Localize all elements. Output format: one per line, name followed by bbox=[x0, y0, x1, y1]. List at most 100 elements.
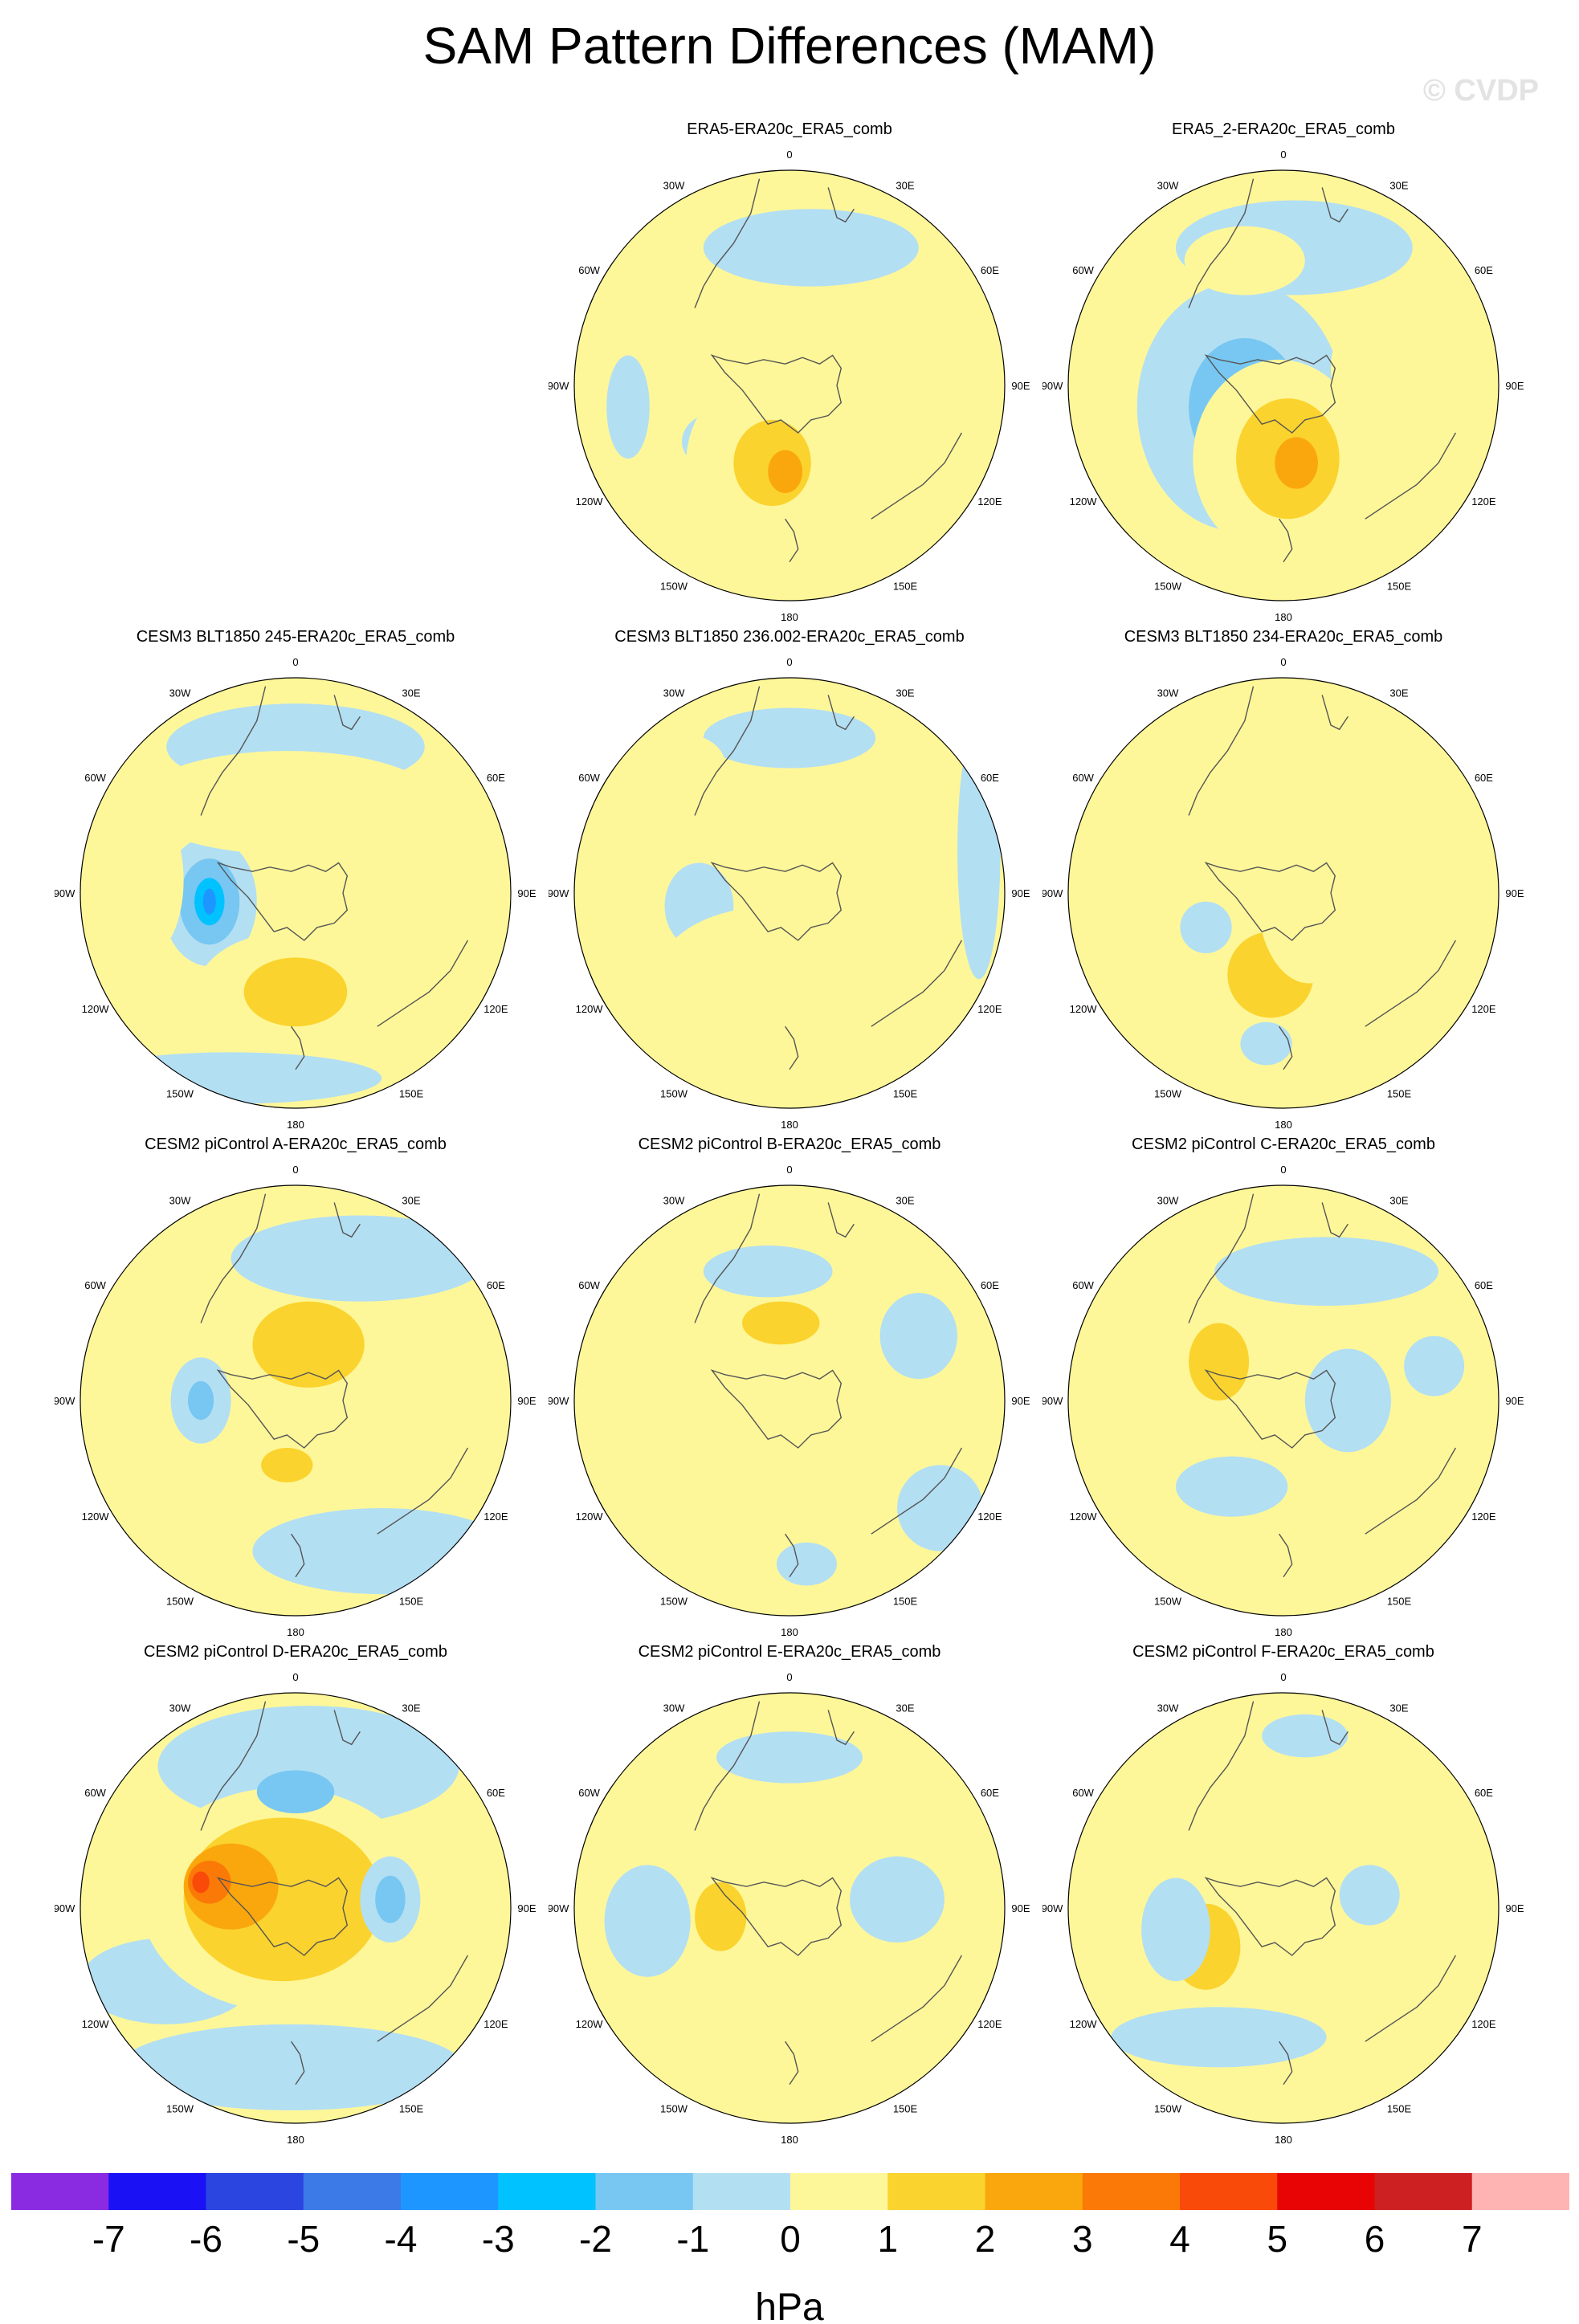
watermark: © CVDP bbox=[1422, 74, 1539, 108]
longitude-label: 120W bbox=[1070, 1511, 1098, 1523]
negative-anomaly-contour bbox=[776, 1542, 837, 1586]
coastline-new-zealand bbox=[785, 1025, 799, 1070]
colorbar-swatch bbox=[303, 2173, 402, 2210]
coastline-south-america bbox=[694, 1701, 761, 1831]
map-boundary bbox=[573, 169, 1006, 601]
longitude-label: 180 bbox=[1275, 1626, 1292, 1638]
longitude-label: 30W bbox=[1157, 687, 1179, 699]
positive-anomaly-contour bbox=[1304, 1908, 1391, 1986]
colorbar-swatch bbox=[985, 2173, 1083, 2210]
panel-era5: ERA5-ERA20c_ERA5_comb 0 30E 60E 90E 120E 150E… bbox=[549, 120, 1030, 642]
coastline-australia bbox=[1365, 1447, 1457, 1535]
longitude-label: 120E bbox=[483, 1003, 508, 1015]
positive-anomaly-contour bbox=[192, 1871, 210, 1894]
coastline-antarctica bbox=[1204, 354, 1336, 434]
panel-title: CESM2 piControl A-ERA20c_ERA5_comb bbox=[145, 1135, 447, 1153]
positive-anomaly-contour bbox=[1184, 226, 1305, 296]
longitude-label: 0 bbox=[1280, 1671, 1286, 1683]
positive-anomaly-contour bbox=[768, 450, 803, 493]
positive-anomaly-contour bbox=[261, 1447, 313, 1482]
map-boundary bbox=[1067, 169, 1499, 601]
colorbar-swatch bbox=[1180, 2173, 1278, 2210]
longitude-label: 150W bbox=[660, 580, 688, 592]
longitude-label: 120W bbox=[82, 1003, 110, 1015]
negative-anomaly-contour bbox=[1180, 901, 1232, 954]
longitude-label: 120W bbox=[576, 1003, 604, 1015]
coastline-australia bbox=[1365, 1955, 1457, 2042]
longitude-label: 180 bbox=[287, 1119, 304, 1131]
longitude-label: 30E bbox=[402, 1195, 420, 1207]
coastline-africa bbox=[827, 1710, 855, 1746]
negative-anomaly-contour bbox=[879, 1293, 958, 1380]
longitude-label: 150E bbox=[399, 1087, 424, 1099]
longitude-label: 60W bbox=[1072, 1279, 1094, 1291]
negative-anomaly-contour bbox=[1339, 1865, 1400, 1926]
longitude-label: 120E bbox=[1471, 1511, 1496, 1523]
panel-title: CESM3 BLT1850 245-ERA20c_ERA5_comb bbox=[136, 628, 455, 646]
longitude-label: 30W bbox=[1157, 1195, 1179, 1207]
longitude-label: 90E bbox=[517, 1395, 536, 1407]
longitude-label: 60W bbox=[84, 772, 106, 784]
positive-anomaly-contour bbox=[815, 764, 893, 893]
panel-title: CESM3 BLT1850 234-ERA20c_ERA5_comb bbox=[1124, 628, 1443, 646]
coastline-africa bbox=[333, 1202, 361, 1238]
polar-map: 0 30E 60E 90E 120E 150E 180 150W 120W 90W 60W 30W bbox=[549, 1164, 1030, 1638]
longitude-label: 30E bbox=[1389, 1702, 1408, 1714]
colorbar-tick-label: 1 bbox=[878, 2218, 899, 2260]
longitude-label: 30E bbox=[402, 1702, 420, 1714]
longitude-label: 0 bbox=[1280, 149, 1286, 161]
longitude-label: 0 bbox=[292, 1164, 298, 1176]
longitude-label: 150W bbox=[660, 2102, 688, 2114]
panel-title: ERA5_2-ERA20c_ERA5_comb bbox=[1172, 120, 1395, 138]
colorbar-tick-label: 5 bbox=[1267, 2218, 1288, 2260]
coastline-australia bbox=[1365, 432, 1457, 520]
longitude-label: 150E bbox=[1387, 1087, 1412, 1099]
longitude-label: 60E bbox=[1475, 1787, 1493, 1799]
positive-anomaly-contour bbox=[823, 342, 902, 446]
longitude-label: 120E bbox=[977, 2018, 1002, 2030]
colorbar-tick-label: 7 bbox=[1462, 2218, 1483, 2260]
longitude-label: 60E bbox=[487, 772, 505, 784]
polar-map: 0 30E 60E 90E 120E 150E 180 150W 120W 90W 60W 30W bbox=[55, 1671, 537, 2146]
colorbar-tick-label: 4 bbox=[1169, 2218, 1190, 2260]
longitude-label: 30W bbox=[663, 687, 685, 699]
longitude-label: 150E bbox=[1387, 580, 1412, 592]
longitude-label: 90W bbox=[1042, 887, 1063, 899]
coastline-new-zealand bbox=[1279, 1533, 1293, 1578]
longitude-label: 150W bbox=[660, 1595, 688, 1607]
panel-cesm2-b: CESM2 piControl B-ERA20c_ERA5_comb 0 30E 6… bbox=[549, 1135, 1030, 1657]
colorbar-tick-label: 6 bbox=[1365, 2218, 1385, 2260]
negative-anomaly-contour bbox=[850, 1856, 945, 1943]
zero-band-fill bbox=[1068, 1185, 1499, 1616]
negative-anomaly-contour bbox=[202, 888, 216, 915]
coastline-new-zealand bbox=[1279, 518, 1293, 563]
longitude-label: 150W bbox=[166, 1595, 194, 1607]
coastline-africa bbox=[827, 1202, 855, 1238]
longitude-label: 60W bbox=[84, 1279, 106, 1291]
longitude-label: 120E bbox=[483, 2018, 508, 2030]
panel-cesm2-e: CESM2 piControl E-ERA20c_ERA5_comb 0 30E 6… bbox=[549, 1643, 1030, 2165]
negative-anomaly-contour bbox=[188, 1380, 214, 1421]
longitude-label: 150E bbox=[893, 1595, 918, 1607]
longitude-label: 120W bbox=[82, 2018, 110, 2030]
longitude-label: 30E bbox=[896, 1195, 914, 1207]
panel-cesm2-f: CESM2 piControl F-ERA20c_ERA5_comb 0 30E 6… bbox=[1042, 1643, 1524, 2165]
coastline-south-america bbox=[200, 686, 267, 816]
longitude-label: 150W bbox=[1154, 2102, 1182, 2114]
longitude-label: 120W bbox=[1070, 2018, 1098, 2030]
coastline-antarctica bbox=[216, 862, 349, 941]
colorbar-swatch bbox=[692, 2173, 791, 2210]
coastline-new-zealand bbox=[291, 1533, 305, 1578]
longitude-label: 90E bbox=[1011, 1395, 1030, 1407]
longitude-label: 120E bbox=[1471, 2018, 1496, 2030]
polar-map: 0 30E 60E 90E 120E 150E 180 150W 120W 90W 60W 30W bbox=[549, 656, 1030, 1131]
longitude-label: 30E bbox=[402, 687, 420, 699]
longitude-label: 0 bbox=[1280, 1164, 1286, 1176]
positive-anomaly-contour bbox=[655, 1396, 880, 1517]
longitude-label: 60W bbox=[578, 1787, 600, 1799]
negative-anomaly-contour bbox=[252, 1508, 511, 1595]
coastline-south-america bbox=[694, 178, 761, 308]
colorbar-swatch bbox=[887, 2173, 985, 2210]
colorbar-swatch bbox=[401, 2173, 499, 2210]
longitude-label: 90W bbox=[549, 1395, 569, 1407]
